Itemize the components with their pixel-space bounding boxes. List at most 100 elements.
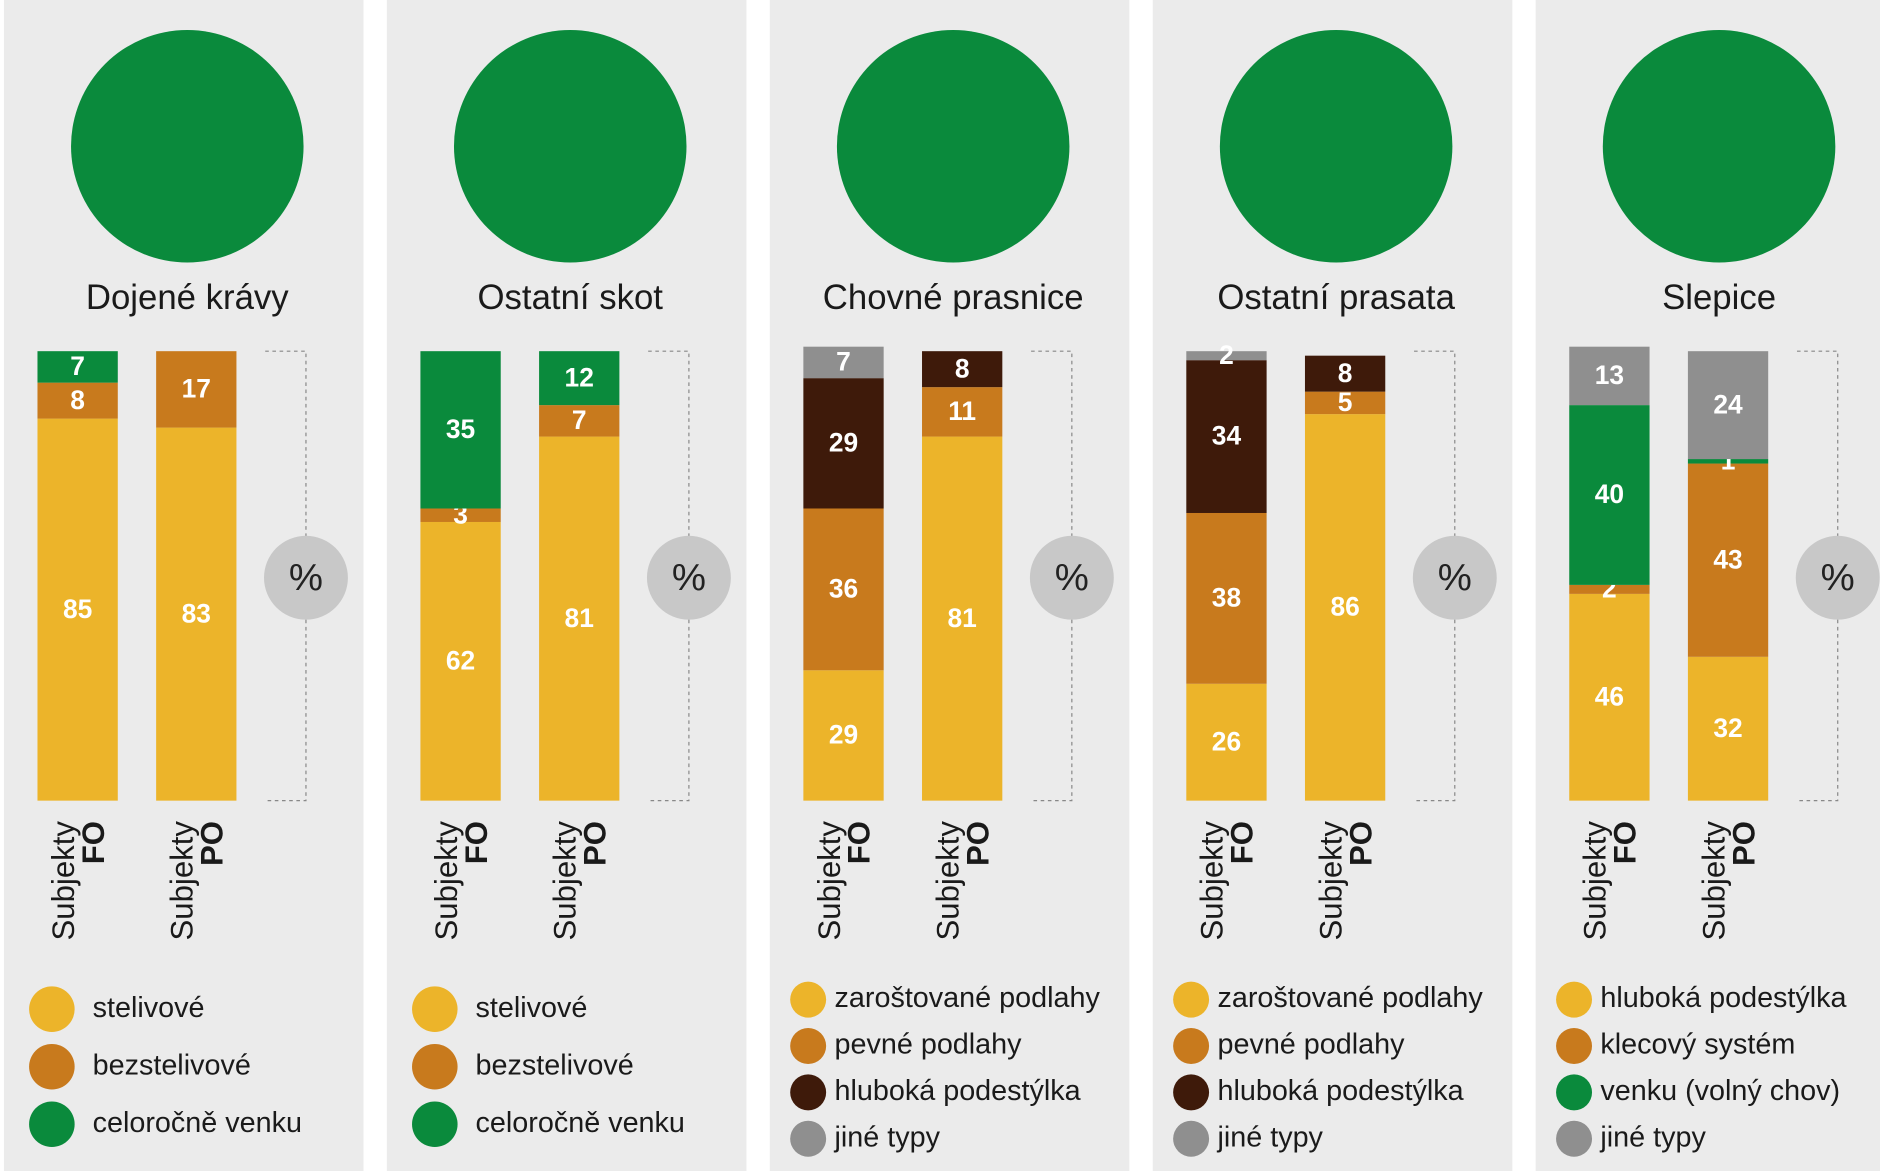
legend-marker: [1556, 1028, 1593, 1064]
category-label: FO: [842, 821, 877, 864]
value-label: 35: [446, 414, 475, 444]
chart-title: Ostatní prasata: [1217, 279, 1455, 317]
legend-marker: [1173, 1120, 1210, 1157]
category-label: PO: [1726, 821, 1761, 866]
bar-segment: [1186, 351, 1267, 361]
value-label: 85: [63, 594, 92, 624]
legend-marker: [1556, 981, 1593, 1018]
legend-label: klecový systém: [1600, 1029, 1795, 1061]
value-label: 17: [182, 374, 211, 404]
value-label: 24: [1713, 389, 1743, 419]
category-label: FO: [1225, 821, 1260, 864]
value-label: 34: [1212, 421, 1242, 451]
value-label: 62: [446, 645, 475, 675]
bar-segment: [1687, 351, 1769, 460]
legend-marker: [29, 986, 75, 1032]
bracket: [648, 350, 690, 802]
icon: [836, 29, 1070, 263]
category-label: FO: [1608, 821, 1643, 864]
bar-segment: [803, 670, 884, 801]
bracket: [265, 350, 307, 802]
bracket: [1414, 350, 1456, 802]
unit-badge: [1795, 535, 1880, 620]
bar-segment: [803, 346, 884, 379]
bar-segment: [1569, 593, 1650, 801]
category-label: Subjekty: [1313, 821, 1348, 941]
bar-segment: [539, 436, 620, 801]
unit-label: %: [1821, 556, 1855, 599]
icon: [453, 29, 687, 263]
unit-badge: [264, 535, 348, 620]
icon: [1219, 29, 1453, 263]
legend-label: jiné typy: [834, 1121, 941, 1153]
legend-label: zaroštované podlahy: [1217, 982, 1483, 1014]
value-label: 7: [572, 405, 587, 435]
bar-segment: [922, 387, 1003, 437]
bar-segment: [1186, 360, 1267, 513]
unit-label: %: [1055, 556, 1089, 599]
bar-segment: [1304, 391, 1386, 415]
bar-segment: [539, 405, 620, 437]
value-label: 5: [1338, 387, 1353, 417]
bar-segment: [1569, 584, 1650, 594]
category-label: PO: [960, 821, 995, 866]
legend-label: pevné podlahy: [1217, 1029, 1405, 1061]
category-label: FO: [76, 821, 111, 864]
bar-segment: [1304, 414, 1386, 801]
legend-label: jiné typy: [1216, 1121, 1323, 1153]
category-label: PO: [577, 821, 612, 866]
value-label: 36: [829, 574, 858, 604]
value-label: 7: [70, 351, 85, 381]
legend-marker: [29, 1101, 75, 1148]
category-label: Subjekty: [1195, 821, 1230, 941]
bar-segment: [1304, 355, 1386, 392]
legend-label: hluboká podestýlka: [835, 1075, 1081, 1107]
bar-segment: [803, 378, 884, 509]
unit-label: %: [289, 556, 323, 599]
value-label: 2: [1219, 340, 1234, 370]
value-label: 13: [1595, 360, 1624, 390]
icon: [1602, 29, 1836, 263]
value-label: 81: [565, 603, 594, 633]
unit-badge: [646, 535, 731, 620]
category-label: Subjekty: [930, 821, 965, 941]
legend-label: hluboká podestýlka: [1600, 982, 1846, 1014]
category-label: Subjekty: [812, 821, 847, 941]
category-label: Subjekty: [1578, 821, 1613, 941]
chart-title: Slepice: [1662, 279, 1776, 317]
value-label: 8: [955, 353, 970, 383]
legend-marker: [1173, 981, 1210, 1018]
bar-segment: [922, 436, 1003, 801]
bar-segment: [37, 418, 118, 801]
legend-marker: [1556, 1120, 1593, 1157]
bar-segment: [1569, 346, 1650, 406]
bracket: [1031, 350, 1073, 802]
value-label: 83: [182, 598, 211, 628]
chart-title: Dojené krávy: [86, 279, 289, 317]
value-label: 12: [565, 362, 594, 392]
unit-label: %: [1438, 556, 1472, 599]
value-label: 43: [1713, 544, 1742, 574]
value-label: 29: [829, 720, 858, 750]
legend-label: hluboká podestýlka: [1217, 1075, 1463, 1107]
bar-segment: [37, 351, 118, 383]
bar-segment: [156, 427, 237, 801]
value-label: 38: [1212, 583, 1241, 613]
legend-marker: [1173, 1074, 1210, 1111]
legend-label: bezstelivové: [476, 1049, 634, 1081]
bar-segment: [1569, 405, 1650, 585]
unit-badge: [1412, 535, 1497, 620]
category-label: Subjekty: [1696, 821, 1731, 941]
value-label: 8: [1338, 358, 1353, 388]
legend-marker: [790, 1120, 827, 1157]
legend-marker: [790, 1074, 827, 1111]
value-label: 40: [1595, 479, 1624, 509]
legend-label: zaroštované podlahy: [835, 982, 1101, 1014]
legend-label: celoročně venku: [476, 1107, 685, 1139]
bar-segment: [420, 508, 501, 522]
category-label: PO: [1343, 821, 1378, 866]
bar-segment: [539, 351, 620, 406]
bar-segment: [420, 351, 501, 509]
legend-label: jiné typy: [1599, 1121, 1706, 1153]
